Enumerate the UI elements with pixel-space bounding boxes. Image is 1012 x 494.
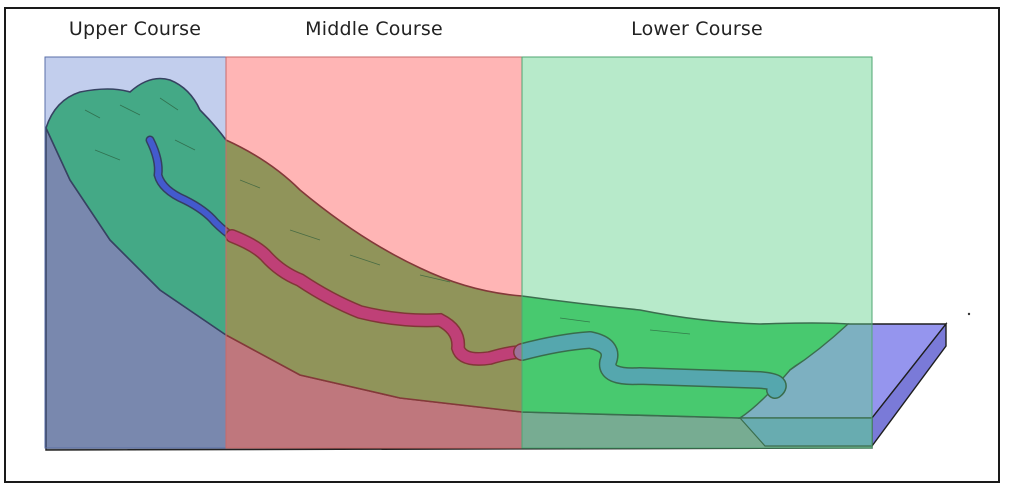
upper-course-zone: [44, 56, 227, 449]
upper-course-label: Upper Course: [68, 18, 202, 40]
stray-dot: [967, 312, 971, 316]
landscape: [45, 77, 948, 451]
middle-course-label: Middle Course: [305, 18, 443, 40]
course-zones: [44, 56, 873, 449]
river: [145, 135, 787, 399]
terrain-hatching: [84, 97, 691, 335]
middle-course-zone: [225, 56, 523, 449]
lower-course-label: Lower Course: [631, 18, 763, 40]
lower-course-zone: [521, 56, 873, 449]
diagram-frame: [4, 7, 1000, 483]
